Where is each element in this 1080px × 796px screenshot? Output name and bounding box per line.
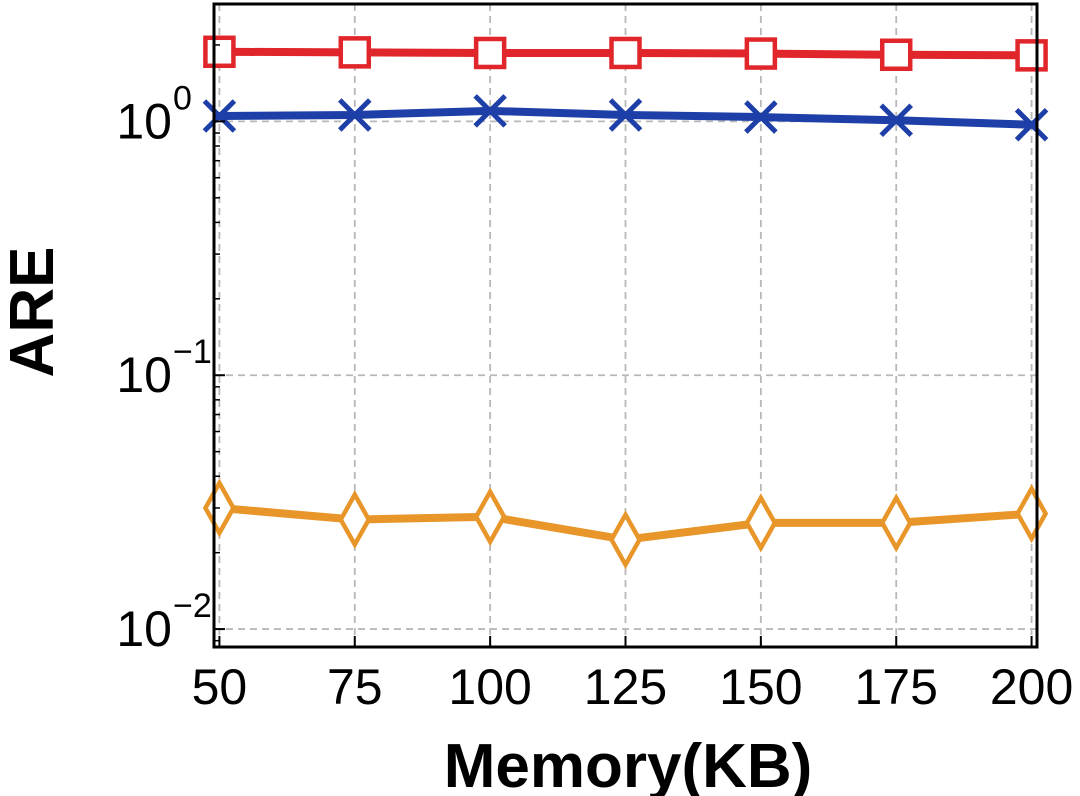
square-marker — [609, 36, 642, 70]
x-tick-label: 200 — [990, 659, 1073, 715]
y-tick-label: 10 — [116, 347, 172, 403]
x-marker — [879, 103, 913, 138]
square-marker — [473, 36, 507, 70]
y-tick-exponent: 0 — [173, 79, 192, 117]
x-marker — [473, 94, 507, 128]
x-axis-title: Memory(KB) — [444, 732, 813, 796]
y-tick-label: 10 — [116, 601, 172, 657]
y-tick-label: 10 — [116, 93, 172, 149]
diamond-marker — [338, 489, 372, 550]
y-tick-exponent: −2 — [173, 587, 212, 625]
x-tick-label: 125 — [584, 659, 667, 715]
diamond-marker — [608, 510, 643, 570]
diamond-marker — [744, 493, 778, 553]
x-tick-label: 175 — [855, 659, 938, 715]
x-marker — [338, 98, 372, 132]
square-marker — [203, 35, 236, 69]
x-marker — [744, 100, 778, 134]
square-marker — [744, 37, 778, 70]
square-marker — [338, 36, 372, 69]
x-tick-label: 50 — [192, 659, 248, 715]
x-marker — [608, 98, 643, 132]
diamond-marker — [473, 487, 507, 547]
x-tick-label: 150 — [719, 659, 802, 715]
square-marker — [1015, 39, 1048, 72]
diamond-marker — [1015, 484, 1049, 544]
x-tick-label: 100 — [448, 659, 531, 715]
series-layer — [202, 35, 1049, 570]
square-marker — [879, 38, 913, 72]
x-marker — [202, 99, 237, 133]
x-marker — [1014, 107, 1049, 142]
diamond-marker — [879, 493, 913, 553]
y-axis-title: ARE — [0, 247, 67, 378]
y-tick-exponent: −1 — [173, 333, 212, 371]
x-tick-label: 75 — [327, 659, 383, 715]
